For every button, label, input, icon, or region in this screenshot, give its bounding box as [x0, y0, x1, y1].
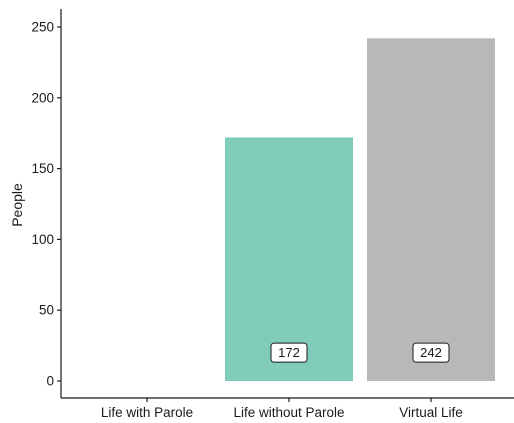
- y-ticks: 0 50 100 150 200 250: [31, 20, 61, 389]
- data-label-box: [270, 342, 308, 363]
- data-label-text: 172: [278, 345, 300, 360]
- x-tick-label: Life without Parole: [233, 405, 344, 420]
- data-label: 172: [270, 342, 308, 363]
- data-label-box: [412, 342, 450, 363]
- data-labels: 172 242: [270, 342, 450, 363]
- y-tick-label: 50: [39, 303, 54, 318]
- bar: [225, 137, 353, 381]
- y-tick-label: 100: [31, 232, 54, 247]
- y-axis-title: People: [9, 183, 25, 227]
- x-tick-label: Virtual Life: [399, 405, 463, 420]
- y-tick-label: 150: [31, 161, 54, 176]
- y-tick-label: 200: [31, 90, 54, 105]
- x-axis: Life with Parole Life without Parole Virtu…: [61, 397, 514, 420]
- x-tick-label: Life with Parole: [101, 405, 193, 420]
- bars: [225, 38, 495, 381]
- y-axis: 0 50 100 150 200 250: [31, 9, 62, 398]
- y-tick-label: 0: [46, 374, 54, 389]
- x-ticks: Life with Parole Life without Parole Virtu…: [101, 398, 463, 420]
- y-tick-label: 250: [31, 20, 54, 35]
- bar: [367, 38, 495, 381]
- data-label: 242: [412, 342, 450, 363]
- data-label-text: 242: [420, 345, 442, 360]
